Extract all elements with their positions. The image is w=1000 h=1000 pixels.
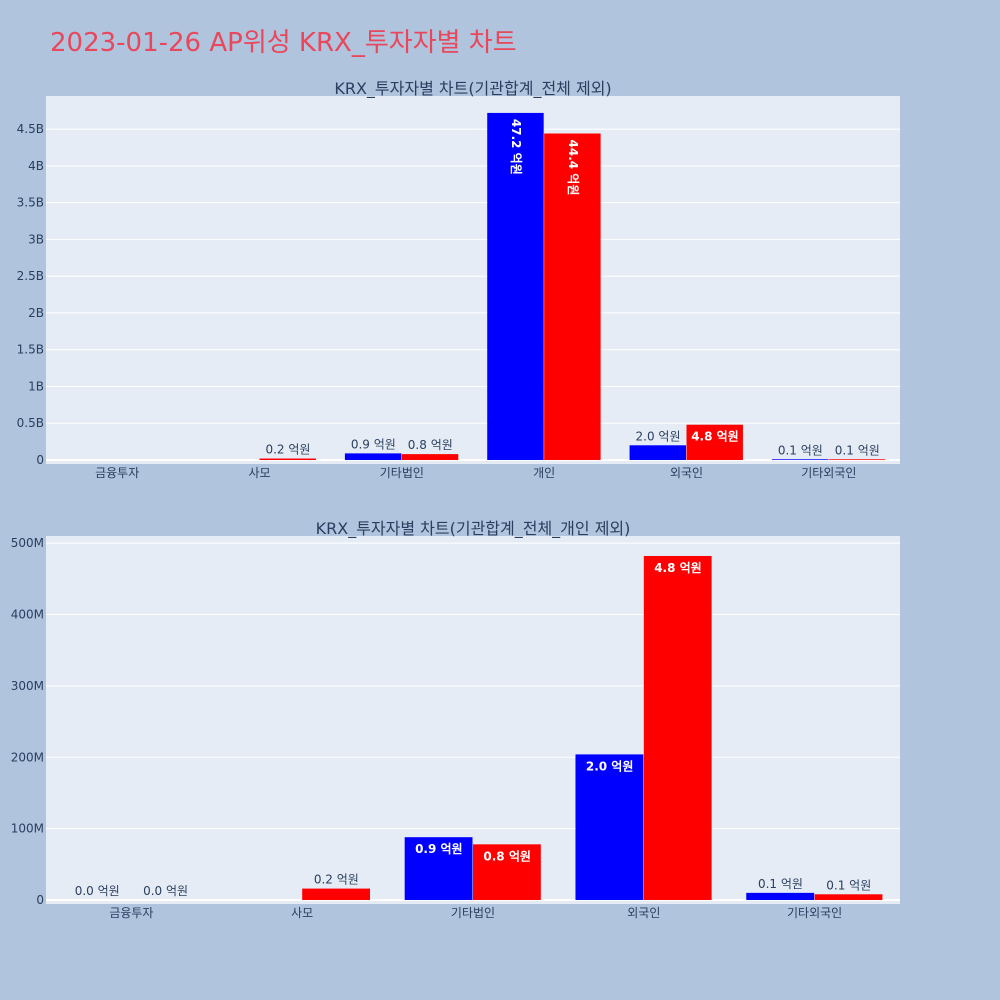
data-label: 2.0 억원 [586,759,634,773]
plot-area-top [46,96,900,464]
x-tick-label: 금융투자 [109,906,153,920]
bar [302,888,371,900]
x-tick-label: 개인 [533,466,555,480]
data-label: 0.2 억원 [265,443,310,457]
plot-area-bottom [46,536,900,904]
y-tick-label: 2.5B [17,269,44,283]
chart-top-title: KRX_투자자별 차트(기관합계_전체 제외) [334,79,611,99]
bar [686,424,743,460]
y-tick-label: 2B [28,306,44,320]
y-tick-label: 1B [28,379,44,393]
bar [814,894,883,900]
data-label: 0.8 억원 [408,438,453,452]
y-tick-label: 300M [11,679,44,693]
x-tick-label: 금융투자 [95,466,139,480]
x-tick-label: 외국인 [670,466,703,480]
data-label: 0.8 억원 [483,849,531,863]
data-label: 0.9 억원 [351,437,396,451]
x-tick-label: 기타외국인 [787,906,842,920]
bar [404,837,473,900]
page-title: 2023-01-26 AP위성 KRX_투자자별 차트 [50,28,517,58]
bar [771,459,829,460]
y-tick-label: 0 [36,453,44,467]
bar [828,459,886,460]
data-label: 0.1 억원 [758,877,803,891]
y-tick-label: 4.5B [17,122,44,136]
chart-bottom-title: KRX_투자자별 차트(기관합계_전체_개인 제외) [316,519,631,539]
x-tick-label: 외국인 [627,906,660,920]
data-label: 47.2 억원 [509,119,523,175]
y-tick-label: 4B [28,159,44,173]
x-tick-label: 사모 [248,466,270,480]
bar [487,112,544,460]
y-tick-label: 100M [11,822,44,836]
y-tick-label: 200M [11,750,44,764]
data-label: 2.0 억원 [636,429,681,443]
chart-top: KRX_투자자별 차트(기관합계_전체 제외) 0 0.5B 1B 1.5B 2B 2.5… [17,79,900,480]
x-tick-label: 기타외국인 [801,466,856,480]
bar [544,133,601,460]
data-label: 0.1 억원 [826,878,871,892]
y-tick-label: 500M [11,536,44,550]
bar [643,555,712,900]
y-tick-label: 1.5B [17,343,44,357]
x-tick-label: 기타법인 [380,466,424,480]
bar [575,754,644,900]
x-tick-label: 기타법인 [451,906,495,920]
y-tick-label: 3B [28,232,44,246]
y-tick-label: 0 [36,893,44,907]
bar [259,458,316,460]
y-tick-label: 0.5B [17,416,44,430]
bar [473,844,541,900]
data-label: 4.8 억원 [691,430,739,444]
data-label: 0.1 억원 [835,443,880,457]
bar [344,453,402,460]
x-tick-label: 사모 [291,906,313,920]
bar [629,445,686,460]
data-label: 0.0 억원 [143,884,188,898]
data-label: 0.9 억원 [415,842,463,856]
y-tick-label: 400M [11,608,44,622]
data-label: 0.1 억원 [778,443,823,457]
chart-bottom: KRX_투자자별 차트(기관합계_전체_개인 제외) 0 100M 200M 300M… [11,519,900,920]
data-label: 0.0 억원 [75,884,120,898]
bar [401,454,459,460]
data-label: 4.8 억원 [654,561,702,575]
data-label: 0.2 억원 [314,873,359,887]
y-tick-label: 3.5B [17,196,44,210]
bar [746,892,815,900]
data-label: 44.4 억원 [566,140,580,196]
